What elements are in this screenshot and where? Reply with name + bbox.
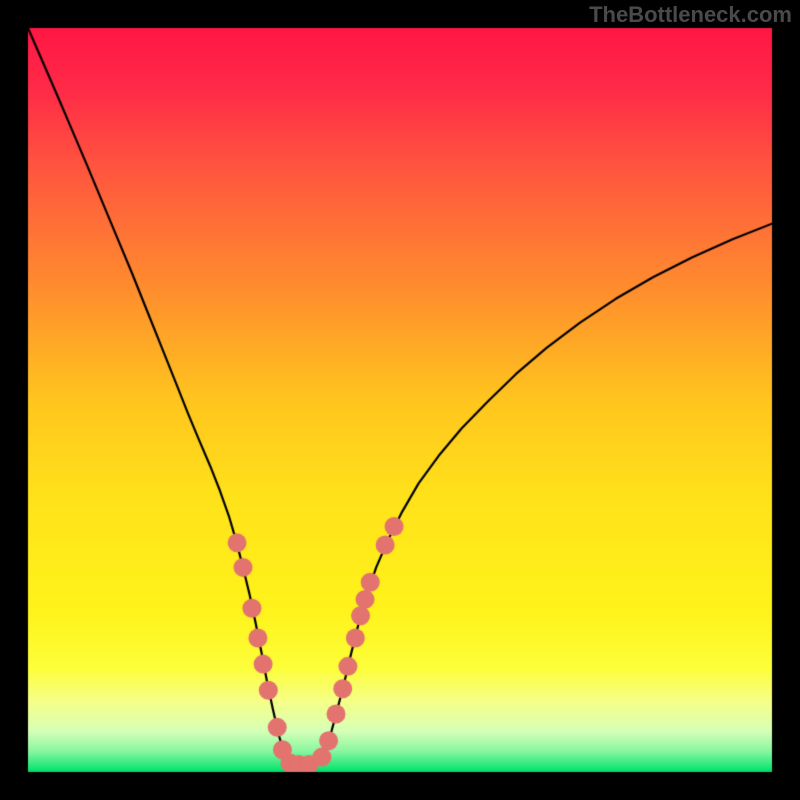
watermark-label: TheBottleneck.com xyxy=(589,2,792,27)
chart-container: TheBottleneck.com xyxy=(0,0,800,800)
bottleneck-curve-chart xyxy=(0,0,800,800)
watermark-text: TheBottleneck.com xyxy=(589,2,792,28)
